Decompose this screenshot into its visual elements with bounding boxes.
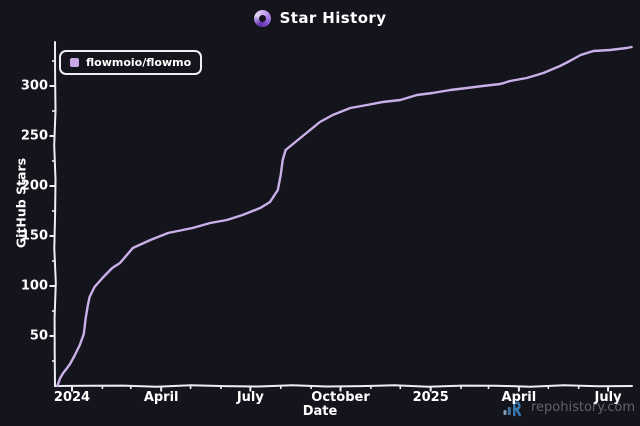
- y-tick-label: 200: [20, 178, 48, 194]
- series-swatch-icon: [70, 58, 79, 67]
- y-tick-label: 150: [20, 228, 48, 244]
- x-tick-label: April: [143, 390, 179, 405]
- y-tick-label: 250: [20, 128, 48, 144]
- legend[interactable]: flowmoio/flowmo: [59, 50, 203, 75]
- watermark-text: repohistory.com: [530, 400, 635, 415]
- x-tick-label: April: [501, 390, 537, 405]
- x-tick-label: October: [311, 390, 370, 405]
- chart-title-bar: Star History: [0, 9, 640, 27]
- watermark-link[interactable]: repohistory.com: [503, 398, 635, 417]
- legend-series-label: flowmoio/flowmo: [86, 56, 192, 69]
- page-title: Star History: [279, 9, 387, 27]
- x-axis-title: Date: [302, 404, 338, 419]
- repohistory-logo-icon: [503, 401, 522, 417]
- x-tick-label: July: [236, 390, 264, 405]
- y-tick-label: 300: [20, 78, 48, 94]
- y-tick-label: 50: [29, 328, 48, 344]
- y-tick-label: 100: [20, 278, 48, 294]
- x-tick-label: July: [594, 390, 622, 405]
- x-tick-label: 2025: [412, 390, 449, 405]
- x-tick-label: 2024: [53, 390, 91, 405]
- star-history-logo-icon: [253, 9, 271, 27]
